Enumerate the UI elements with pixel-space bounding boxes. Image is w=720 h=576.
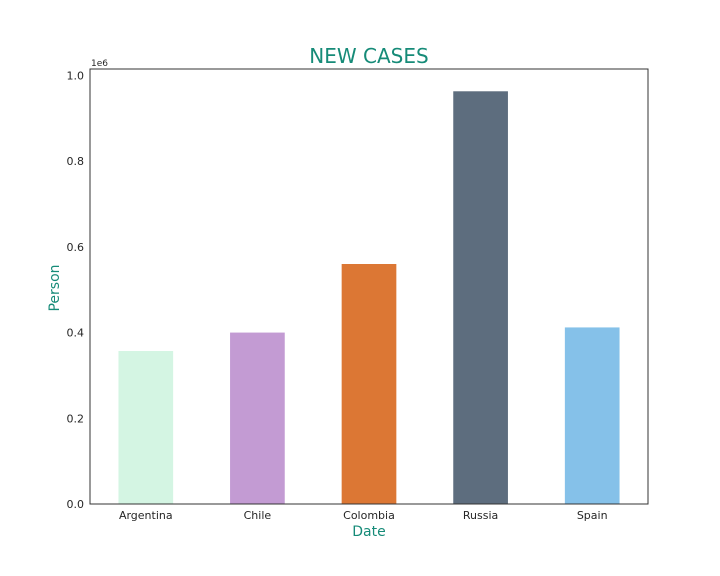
bar-russia xyxy=(453,91,508,505)
x-tick-label: Russia xyxy=(463,509,498,522)
bar-colombia xyxy=(341,264,397,504)
y-tick-label: 0.0 xyxy=(67,498,85,511)
x-tick-label: Chile xyxy=(244,509,272,522)
bars-group xyxy=(118,91,620,505)
y-tick-label: 0.6 xyxy=(67,241,85,254)
y-axis-scale-label: 1e6 xyxy=(91,59,108,69)
bar-argentina xyxy=(118,351,174,504)
y-tick-label: 0.4 xyxy=(67,327,85,340)
bar-spain xyxy=(564,327,620,504)
y-tick-label: 0.2 xyxy=(67,412,85,425)
y-tick-label: 1.0 xyxy=(67,69,85,82)
x-tick-label: Colombia xyxy=(343,509,395,522)
y-axis-ticks: 0.0 0.2 0.4 0.6 0.8 1.0 xyxy=(67,69,85,511)
bar-chile xyxy=(230,332,285,504)
x-axis-label: Date xyxy=(352,524,385,540)
plot-frame xyxy=(89,68,649,505)
chart-title: NEW CASES xyxy=(309,44,428,68)
y-axis-label: Person xyxy=(47,264,63,311)
y-tick-label: 0.8 xyxy=(67,155,85,168)
x-axis-ticks: Argentina Chile Colombia Russia Spain xyxy=(119,509,608,522)
x-tick-label: Spain xyxy=(577,509,608,522)
x-tick-label: Argentina xyxy=(119,509,173,522)
